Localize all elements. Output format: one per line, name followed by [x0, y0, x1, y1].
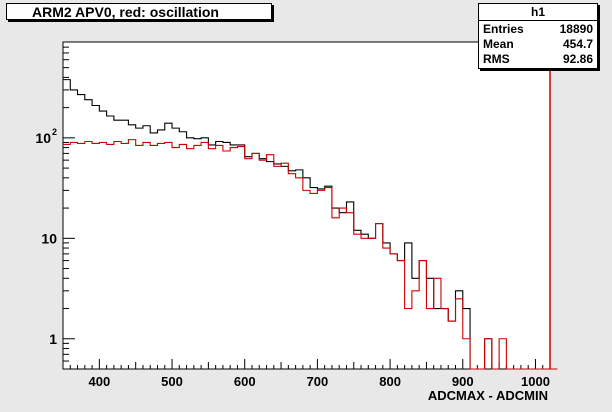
- x-tick-label: 900: [452, 374, 474, 389]
- x-tick-label: 800: [379, 374, 401, 389]
- plot-frame: [62, 41, 551, 370]
- y-tick-exponent: 2: [52, 127, 57, 137]
- x-tick-label: 600: [234, 374, 256, 389]
- stats-row-mean: Mean 454.7: [479, 36, 597, 51]
- x-axis-label: ADCMAX - ADCMIN: [427, 388, 548, 403]
- y-tick-label: 10: [35, 130, 51, 146]
- stats-label: RMS: [483, 52, 510, 66]
- x-tick-label: 500: [161, 374, 183, 389]
- stats-label: Entries: [483, 22, 524, 36]
- stats-row-entries: Entries 18890: [479, 21, 597, 36]
- stats-label: Mean: [483, 37, 514, 51]
- y-tick-label: 10: [41, 230, 57, 246]
- stats-value: 454.7: [562, 37, 593, 51]
- stats-name: h1: [479, 4, 597, 21]
- stats-row-rms: RMS 92.86: [479, 51, 597, 66]
- stats-box: h1 Entries 18890 Mean 454.7 RMS 92.86: [478, 3, 598, 69]
- stats-value: 92.86: [562, 52, 593, 66]
- x-tick-label: 700: [307, 374, 329, 389]
- x-tick-label: 1000: [521, 374, 550, 389]
- chart-title: ARM2 APV0, red: oscillation: [6, 3, 272, 20]
- histogram-series-red: [63, 139, 558, 370]
- stats-value: 18890: [559, 22, 593, 36]
- x-tick-label: 400: [88, 374, 110, 389]
- y-tick-label: 1: [49, 331, 57, 347]
